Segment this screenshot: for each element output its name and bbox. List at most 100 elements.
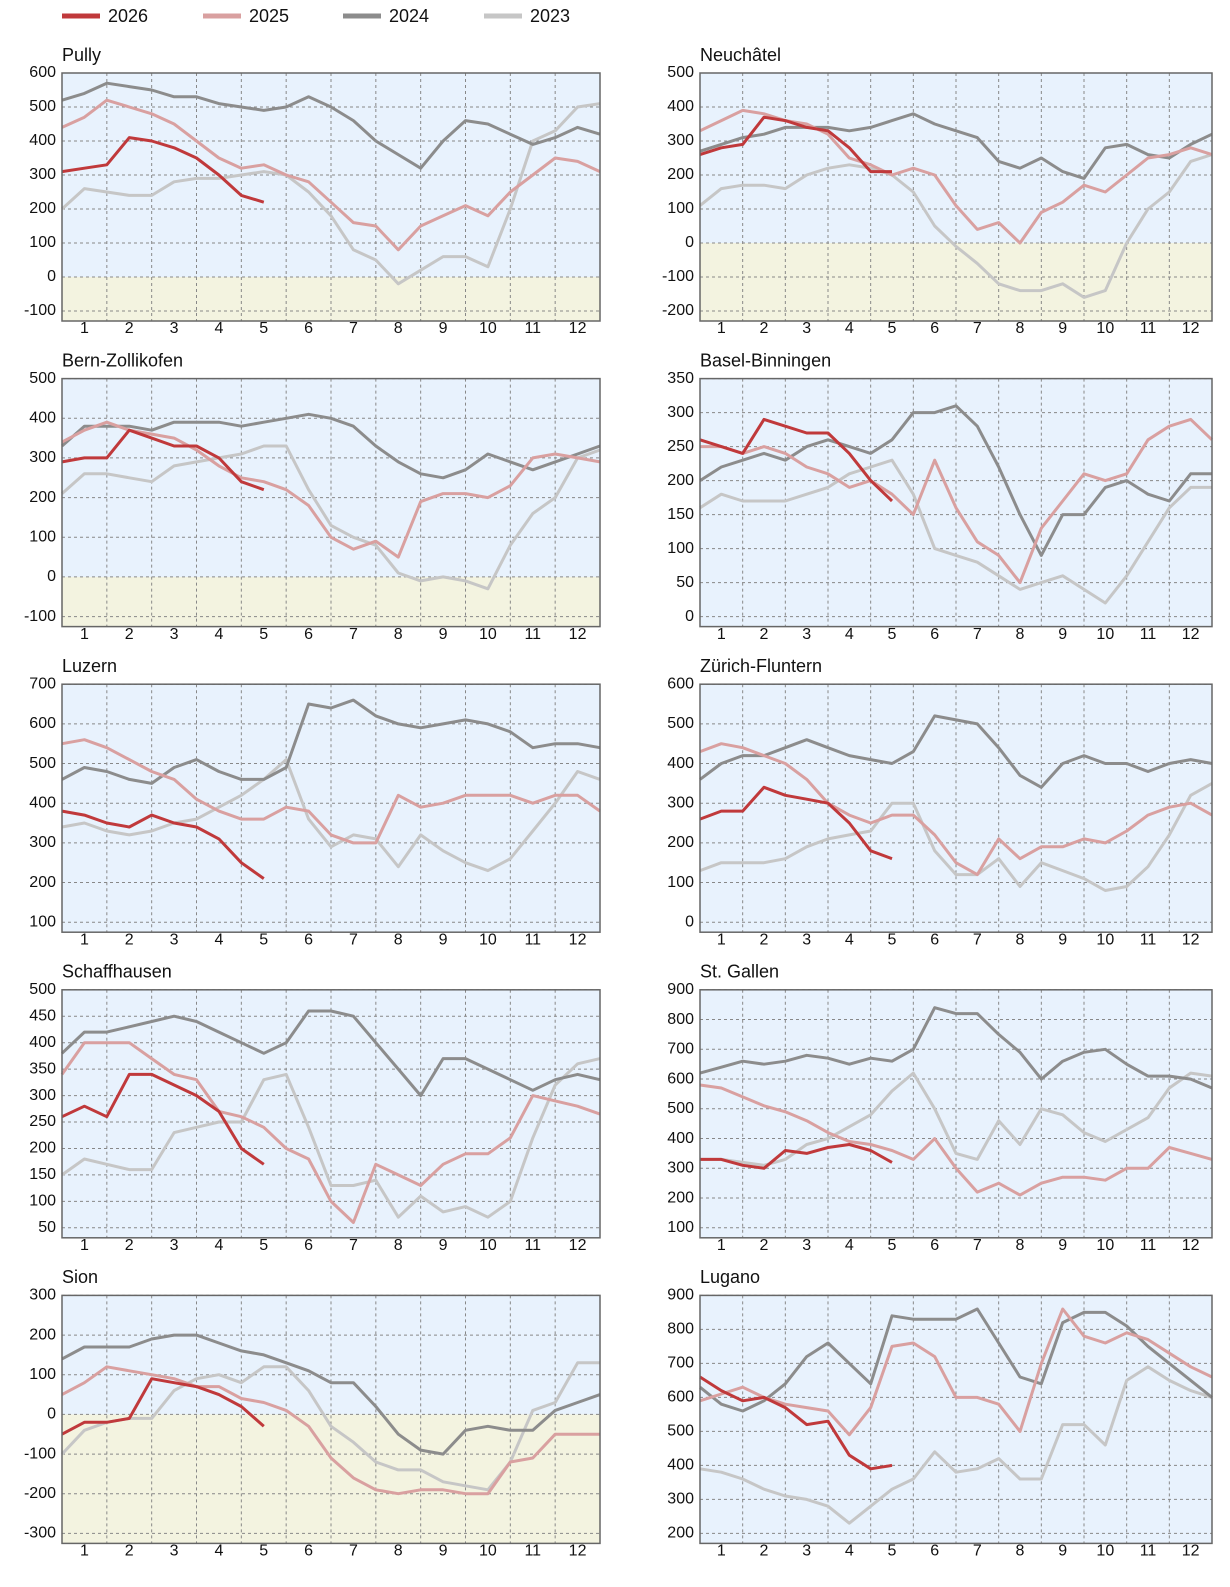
x-tick-label: 3 bbox=[170, 1543, 179, 1560]
x-tick-label: 8 bbox=[1016, 320, 1025, 337]
series-line bbox=[699, 115, 892, 174]
x-tick-label: 12 bbox=[569, 931, 587, 948]
series-line bbox=[699, 112, 1213, 180]
series-line bbox=[699, 1307, 1213, 1413]
x-tick-label: 11 bbox=[524, 320, 541, 337]
series-line bbox=[61, 81, 601, 170]
y-tick-label: 200 bbox=[667, 1189, 694, 1206]
series-line bbox=[61, 738, 601, 845]
x-tick-label: 7 bbox=[349, 1237, 358, 1254]
x-tick-label: 3 bbox=[802, 1543, 811, 1560]
x-tick-label: 5 bbox=[888, 626, 897, 643]
x-tick-label: 3 bbox=[802, 626, 811, 643]
x-tick-label: 1 bbox=[717, 1237, 726, 1254]
y-tick-label: 500 bbox=[29, 755, 56, 772]
x-tick-label: 1 bbox=[80, 931, 89, 948]
panel-title: Neuchâtel bbox=[700, 45, 781, 65]
y-tick-label: 300 bbox=[29, 1087, 56, 1104]
x-tick-label: 4 bbox=[845, 1543, 854, 1560]
plot-frame bbox=[61, 989, 601, 1239]
x-tick-label: 9 bbox=[439, 626, 448, 643]
x-tick-label: 3 bbox=[802, 1237, 811, 1254]
series-line bbox=[61, 412, 601, 480]
x-tick-label: 8 bbox=[1016, 626, 1025, 643]
y-tick-label: 50 bbox=[676, 574, 694, 591]
y-tick-label: 400 bbox=[667, 98, 694, 115]
x-tick-label: 10 bbox=[479, 1237, 497, 1254]
x-tick-label: 2 bbox=[125, 626, 134, 643]
y-tick-label: 300 bbox=[29, 834, 56, 851]
y-tick-label: 500 bbox=[667, 1100, 694, 1117]
x-tick-label: 4 bbox=[845, 1237, 854, 1254]
y-tick-label: 300 bbox=[667, 1160, 694, 1177]
x-tick-label: 12 bbox=[1182, 1543, 1200, 1560]
x-tick-label: 4 bbox=[845, 320, 854, 337]
x-tick-label: 11 bbox=[1140, 931, 1157, 948]
x-tick-label: 9 bbox=[439, 931, 448, 948]
series-line bbox=[700, 417, 1214, 585]
series-line bbox=[699, 1375, 893, 1471]
panel-title: St. Gallen bbox=[700, 962, 779, 982]
series-line bbox=[61, 809, 265, 880]
x-tick-label: 9 bbox=[1058, 931, 1067, 948]
y-tick-label: 400 bbox=[667, 1457, 694, 1474]
y-tick-label: -100 bbox=[24, 302, 56, 319]
y-tick-label: 200 bbox=[29, 1140, 56, 1157]
x-tick-label: 12 bbox=[569, 1237, 587, 1254]
x-tick-label: 11 bbox=[1140, 1543, 1157, 1560]
series-line bbox=[699, 458, 1212, 605]
y-tick-label: 400 bbox=[29, 132, 56, 149]
x-tick-label: 10 bbox=[1096, 626, 1114, 643]
legend-label: 2023 bbox=[530, 6, 570, 26]
y-tick-label: 100 bbox=[29, 528, 56, 545]
x-tick-label: 9 bbox=[1058, 1237, 1067, 1254]
x-tick-label: 7 bbox=[973, 1543, 982, 1560]
x-tick-label: 7 bbox=[349, 320, 358, 337]
plot-frame bbox=[61, 1294, 601, 1545]
x-tick-label: 3 bbox=[170, 320, 179, 337]
x-tick-label: 1 bbox=[717, 320, 726, 337]
x-tick-label: 9 bbox=[439, 1237, 448, 1254]
y-tick-label: 100 bbox=[29, 1366, 56, 1383]
x-tick-label: 1 bbox=[80, 1543, 89, 1560]
x-tick-label: 10 bbox=[1096, 1237, 1114, 1254]
x-tick-label: 5 bbox=[259, 1543, 268, 1560]
y-tick-label: 300 bbox=[667, 132, 694, 149]
legend-item: 2026 bbox=[62, 6, 148, 26]
y-tick-label: 500 bbox=[667, 1423, 694, 1440]
y-tick-label: 200 bbox=[667, 166, 694, 183]
series-line bbox=[699, 742, 1213, 877]
x-tick-label: 8 bbox=[1016, 1543, 1025, 1560]
y-tick-label: 200 bbox=[667, 472, 694, 489]
x-tick-label: 3 bbox=[170, 1237, 179, 1254]
y-tick-label: 400 bbox=[667, 755, 694, 772]
y-tick-label: 700 bbox=[29, 675, 56, 692]
x-tick-label: 6 bbox=[304, 320, 313, 337]
x-tick-label: 1 bbox=[80, 1237, 89, 1254]
series-line bbox=[61, 758, 601, 873]
x-tick-label: 4 bbox=[845, 626, 854, 643]
y-tick-label: 100 bbox=[667, 874, 694, 891]
y-tick-label: 800 bbox=[667, 1011, 694, 1028]
y-tick-label: -100 bbox=[662, 268, 694, 285]
series-line bbox=[60, 1009, 601, 1098]
plot-frame bbox=[61, 72, 601, 322]
x-tick-label: 7 bbox=[349, 626, 358, 643]
x-tick-label: 8 bbox=[394, 626, 403, 643]
x-tick-label: 12 bbox=[1182, 626, 1200, 643]
y-tick-label: 450 bbox=[29, 1007, 56, 1024]
x-tick-label: 1 bbox=[717, 626, 726, 643]
panel-title: Sion bbox=[62, 1267, 98, 1287]
series-line bbox=[699, 153, 1213, 299]
y-tick-label: 600 bbox=[667, 1070, 694, 1087]
series-line bbox=[699, 1083, 1213, 1197]
x-tick-label: 5 bbox=[259, 931, 268, 948]
panel-title: Schaffhausen bbox=[62, 962, 172, 982]
series-line bbox=[699, 1006, 1213, 1090]
y-tick-label: 250 bbox=[667, 438, 694, 455]
x-tick-label: 9 bbox=[1058, 320, 1067, 337]
x-tick-label: 1 bbox=[80, 320, 89, 337]
